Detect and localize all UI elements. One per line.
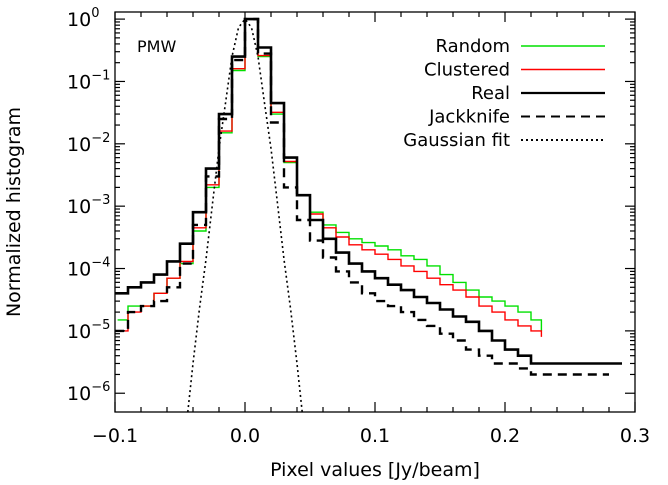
y-tick-label: 10−5 <box>67 318 110 343</box>
series-layer <box>115 17 622 412</box>
x-axis-label: Pixel values [Jy/beam] <box>270 459 480 481</box>
legend-label: Gaussian fit <box>403 130 510 151</box>
y-tick-label: 100 <box>67 6 99 31</box>
panel-label: PMW <box>137 37 176 56</box>
ticks-layer: −0.1 0.0 0.1 0.2 0.3 100 10−1 10−2 10−3 10−4 10−5 1… <box>67 6 650 447</box>
x-tick-label: 0.3 <box>620 425 650 447</box>
legend-label: Real <box>471 83 510 104</box>
y-tick-label: 10−4 <box>67 256 110 281</box>
y-axis-label: Normalized histogram <box>3 107 25 317</box>
x-tick-label: 0.1 <box>360 425 390 447</box>
series-line-gaussian-fit <box>187 17 303 412</box>
y-tick-label: 10−3 <box>67 193 110 218</box>
y-tick-label: 10−6 <box>67 380 110 405</box>
y-tick-label: 10−2 <box>67 131 110 156</box>
x-tick-label: 0.0 <box>230 425 260 447</box>
series-line-clustered <box>117 18 543 337</box>
x-tick-label: −0.1 <box>92 425 138 447</box>
legend-label: Clustered <box>424 60 510 81</box>
series-line-jackknife <box>115 17 609 376</box>
legend-label: Jackknife <box>428 107 510 128</box>
y-tick-label: 10−1 <box>67 68 110 93</box>
legend-label: Random <box>435 36 510 57</box>
series-line-real <box>115 17 622 365</box>
x-tick-label: 0.2 <box>490 425 520 447</box>
